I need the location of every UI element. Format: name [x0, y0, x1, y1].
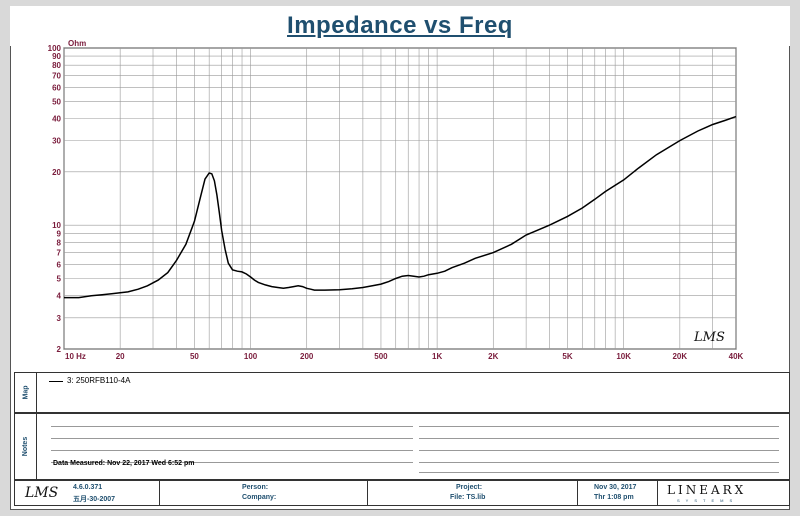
x-tick-label: 10K [616, 352, 631, 361]
note-line[interactable] [51, 462, 413, 463]
y-tick-label: 3 [57, 314, 62, 323]
plot-area [63, 47, 737, 350]
note-line[interactable] [419, 426, 779, 427]
x-tick-label: 200 [300, 352, 314, 361]
y-tick-label: 9 [57, 229, 62, 238]
x-tick-label: 20 [116, 352, 125, 361]
note-line[interactable] [51, 450, 413, 451]
x-tick-labels: 10 Hz 20 50 100 200 500 1K 2K 5K 10K 20K 40K [65, 352, 744, 361]
x-tick-label: 5K [562, 352, 572, 361]
y-tick-label: 60 [52, 83, 61, 92]
company-label: Company: [242, 494, 277, 501]
version-date: 五月-30-2007 [73, 496, 116, 503]
y-tick-label: 80 [52, 61, 61, 70]
x-tick-label: 100 [244, 352, 258, 361]
legend-entry: 3: 250RFB110-4A [67, 376, 131, 385]
x-tick-label: 2K [488, 352, 498, 361]
y-tick-label: 7 [57, 249, 62, 258]
x-tick-label: 50 [190, 352, 199, 361]
print-time: Thr 1:08 pm [594, 494, 634, 501]
data-measured-text: Data Measured: Nov 22, 2017 Wed 6:52 pm [53, 460, 195, 467]
footer-project-cell: Project: File: TS.lib [368, 481, 578, 505]
y-tick-label: 40 [52, 115, 61, 124]
note-line[interactable] [419, 450, 779, 451]
x-tick-label: 1K [432, 352, 442, 361]
footer-date-cell: Nov 30, 2017 Thr 1:08 pm [578, 481, 658, 505]
plot-lms-logo: LMS [693, 330, 725, 345]
footer-bar: LMS 4.6.0.371 五月-30-2007 Person: Company… [14, 480, 790, 506]
project-label: Project: [456, 484, 483, 491]
note-line[interactable] [419, 472, 779, 473]
file-label: File: TS.lib [450, 494, 486, 501]
y-tick-label: 10 [52, 221, 61, 230]
x-tick-label: 40K [729, 352, 744, 361]
notes-panel: Notes Data Measured: Nov 22, 2017 Wed 6:… [14, 413, 790, 480]
note-line[interactable] [419, 438, 779, 439]
y-tick-label: 70 [52, 71, 61, 80]
note-line[interactable] [419, 462, 779, 463]
notes-panel-label: Notes [15, 414, 37, 479]
title-area: Impedance vs Freq [10, 6, 790, 46]
version-number: 4.6.0.371 [73, 484, 103, 491]
series-line-250RFB110-4A [64, 115, 737, 299]
legend-line-swatch [49, 381, 63, 382]
lms-logo: LMS [25, 485, 59, 501]
linearx-logo: LINEARX [667, 483, 747, 497]
y-tick-label: 50 [52, 97, 61, 106]
x-tick-label: 20K [672, 352, 687, 361]
linearx-sub-logo: SYSTEMS [677, 498, 739, 503]
y-tick-label: 8 [57, 238, 62, 247]
y-tick-label: 4 [57, 292, 62, 301]
note-line[interactable] [51, 438, 413, 439]
y-tick-label: 100 [48, 44, 62, 53]
chart-title: Impedance vs Freq [287, 12, 513, 39]
y-tick-label: 20 [52, 168, 61, 177]
person-label: Person: [242, 484, 269, 491]
y-tick-label: 90 [52, 52, 61, 61]
footer-person-cell: Person: Company: [160, 481, 368, 505]
footer-version-cell: LMS 4.6.0.371 五月-30-2007 [15, 481, 160, 505]
print-date: Nov 30, 2017 [594, 484, 637, 491]
x-tick-label: 500 [374, 352, 388, 361]
y-tick-label: 30 [52, 137, 61, 146]
x-tick-label: 10 Hz [65, 352, 86, 361]
y-tick-label: 2 [57, 345, 62, 354]
map-panel: Map 3: 250RFB110-4A [14, 372, 790, 413]
grid-lines [63, 47, 737, 350]
y-tick-label: 5 [57, 274, 62, 283]
map-panel-label: Map [15, 373, 37, 412]
y-tick-label: 6 [57, 260, 62, 269]
y-unit-label: Ohm [68, 39, 86, 48]
note-line[interactable] [51, 426, 413, 427]
